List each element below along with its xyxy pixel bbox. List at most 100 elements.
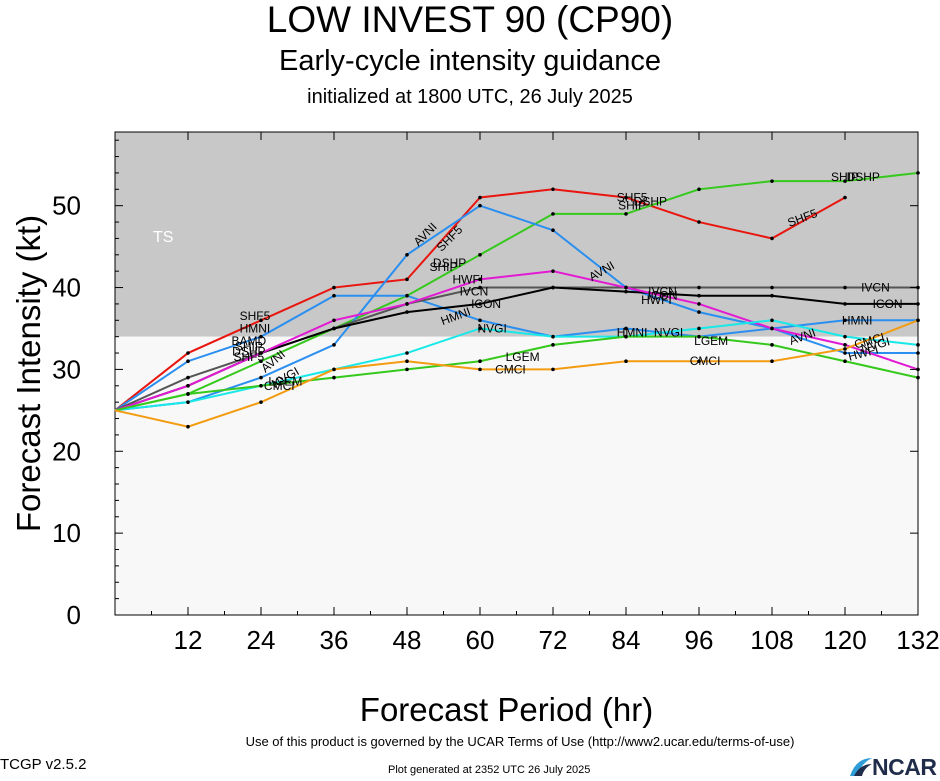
y-tick-label: 0 [67,600,81,630]
series-point-nvgi [916,343,920,347]
series-label-lgem: LGEM [694,334,728,348]
x-tick-label: 96 [685,625,714,655]
series-label-hmni: HMNI [617,326,648,340]
series-point-dshp [916,171,920,175]
series-point-cmci [916,318,920,323]
series-point-lgem [624,334,628,339]
series-point-lgem [405,367,409,372]
y-axis-label: Forecast Intensity (kt) [10,215,47,532]
series-label-shf5: SHF5 [617,190,648,204]
series-point-hwfi [186,383,190,388]
series-line-dshp [114,171,919,412]
series-point-hwfi [770,326,774,331]
series-point-lgem [916,375,920,380]
series-point-lgem [697,334,701,339]
series-label-hwfi: HWFI [641,293,672,307]
series-point-hmni [332,293,336,298]
series-point-avni [916,351,920,355]
series-point-icon [551,285,555,290]
series-point-shf5 [332,285,336,290]
series-point-hmni [405,293,409,298]
series-point-hwfi [843,343,847,347]
series-point-shf5 [551,187,555,192]
series-point-hwfi [478,277,482,282]
series-label-hmni: HMNI [240,321,271,335]
series-point-avni [259,375,263,380]
series-point-icon [916,302,920,306]
series-label-dshp: DSHP [634,195,667,209]
series-point-lgem [843,359,847,364]
series-point-lgem [186,392,190,396]
y-tick-label: 50 [52,191,81,221]
series-line-nvgi [114,319,919,412]
ncar-logo: NCAR [848,752,940,780]
series-point-hwfi [259,351,263,355]
series-point-ivcn [770,285,774,290]
x-tick-label: 84 [612,625,641,655]
series-point-nvgi [405,351,409,355]
series-label-ship: SHIP [429,260,457,274]
series-label-cmci: CMCI [690,354,721,368]
series-point-ivcn [843,285,847,290]
series-point-hmni [478,318,482,323]
x-tick-label: 120 [823,625,866,655]
series-point-dshp [259,359,263,364]
series-point-cmci [186,424,190,429]
x-tick-label: 108 [750,625,793,655]
x-tick-label: 132 [896,625,939,655]
series-point-cmci [405,359,409,364]
series-label-hmni: HMNI [842,313,873,327]
series-point-icon [624,289,628,294]
series-point-hwfi [332,318,336,323]
series-point-shf5 [697,220,701,224]
series-point-shf5 [405,277,409,282]
terms-of-use: Use of this product is governed by the U… [245,734,795,749]
series-label-nvgi: NVGI [477,321,506,335]
series-point-nvgi [697,326,701,331]
ncar-logo-icon [850,758,872,776]
series-label-shf5: SHF5 [240,309,271,323]
chart-title: LOW INVEST 90 (CP90) [266,0,674,40]
series-line-lgem [114,335,919,412]
series-point-ivcn [186,375,190,380]
series-point-avni [697,310,701,314]
series-point-icon [697,293,701,298]
series-point-ivcn [697,285,701,290]
series-line-hmni [114,294,918,412]
series-point-cmci [624,359,628,364]
series-point-icon [405,310,409,314]
series-label-dshp: DSHP [847,170,880,184]
series-label-ivcn: IVCN [460,285,489,299]
series-label-ship: SHIP [618,199,646,213]
series-label-lgem: LGEM [506,350,540,364]
series-point-lgem [332,375,336,380]
series-point-shf5 [624,195,628,200]
series-point-dshp [843,179,847,183]
axes: 12 24 36 48 60 72 84 96 108 120 13201020304050Fore… [10,132,940,728]
band-below-ts [115,336,918,615]
series-point-hmni [843,318,847,323]
ncar-logo-text: NCAR [872,754,937,780]
series-point-nvgi [186,400,190,404]
chart-subtitle: Early-cycle intensity guidance [278,45,661,77]
series-point-dshp [770,179,774,183]
band-label: TS [153,229,173,246]
series-label-cmci: CMCI [495,362,526,376]
series-point-lgem [478,359,482,364]
series-point-dshp [551,212,555,216]
series-point-ivcn [478,285,482,290]
series-label-cmci: CMCI [264,379,295,393]
series-point-avni [405,252,409,257]
chart-init-time: initialized at 1800 UTC, 26 July 2025 [307,86,633,108]
generated-time: Plot generated at 2352 UTC 26 July 2025 [388,764,591,776]
series-line-hwfi [114,270,919,412]
series-point-avni [843,351,847,355]
series-label-icon: ICON [648,289,678,303]
cluster-label: SHF5 [233,350,264,364]
intensity-bands: TS [115,132,918,615]
series-point-hmni [186,359,190,364]
series-point-nvgi [770,318,774,323]
series-label-ship: SHIP [831,170,859,184]
series-point-shf5 [478,195,482,200]
